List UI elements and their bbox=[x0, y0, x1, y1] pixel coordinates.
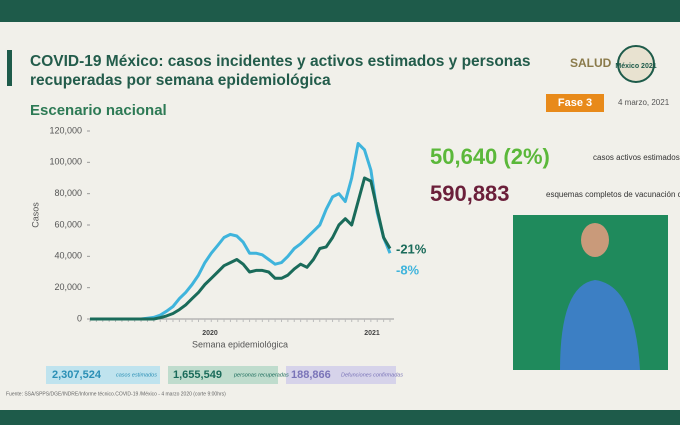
total-value: 188,866 bbox=[291, 369, 331, 381]
interpreter-head bbox=[581, 223, 609, 257]
total-box bbox=[168, 366, 278, 384]
y-tick-label: 80,000 bbox=[54, 188, 82, 198]
source: Fuente: SSA/SPPS/DGE/INDRE/Informe técni… bbox=[6, 391, 226, 397]
phase-box bbox=[546, 94, 604, 112]
y-tick-label: 120,000 bbox=[49, 125, 82, 135]
series-line bbox=[90, 142, 392, 321]
chart-subtitle: Escenario nacional bbox=[30, 102, 167, 119]
annotation: -8% bbox=[396, 262, 420, 277]
bottom-band bbox=[0, 410, 680, 425]
y-tick-label: 100,000 bbox=[49, 157, 82, 167]
total-value: 1,655,549 bbox=[173, 369, 222, 381]
interpreter-body bbox=[560, 280, 640, 370]
total-label: personas recuperadas bbox=[233, 372, 289, 378]
x-axis-label: Semana epidemiológica bbox=[192, 339, 288, 349]
highlight-value: 50,640 (2%) bbox=[430, 144, 550, 169]
series-line bbox=[90, 176, 392, 321]
date: 4 marzo, 2021 bbox=[618, 98, 670, 107]
logo-year: México 2021 bbox=[615, 63, 656, 70]
highlight-label: esquemas completos de vacunación contra … bbox=[546, 190, 680, 199]
year-label: 2020 bbox=[202, 330, 218, 337]
total-box bbox=[46, 366, 160, 384]
highlight-value: 590,883 bbox=[430, 181, 510, 206]
y-tick-label: 60,000 bbox=[54, 219, 82, 229]
y-tick-label: 20,000 bbox=[54, 282, 82, 292]
total-label: casos estimados bbox=[116, 372, 157, 378]
y-tick-label: 0 bbox=[77, 313, 82, 323]
y-tick-label: 40,000 bbox=[54, 251, 82, 261]
phase: Fase 3 bbox=[558, 97, 592, 109]
total-value: 2,307,524 bbox=[52, 369, 102, 381]
y-axis-label: Casos bbox=[30, 202, 40, 228]
top-band bbox=[0, 0, 680, 22]
chart-title-1: COVID-19 México: casos incidentes y acti… bbox=[30, 53, 531, 89]
annotation: -21% bbox=[396, 241, 427, 256]
total-box bbox=[286, 366, 396, 384]
logo-circle bbox=[617, 45, 655, 83]
highlight-label: casos activos estimados bbox=[593, 153, 680, 162]
logo-text: SALUD bbox=[570, 56, 612, 70]
accent-bar bbox=[7, 50, 12, 86]
total-label: Defunciones confirmadas bbox=[341, 372, 403, 378]
year-label: 2021 bbox=[364, 330, 380, 337]
